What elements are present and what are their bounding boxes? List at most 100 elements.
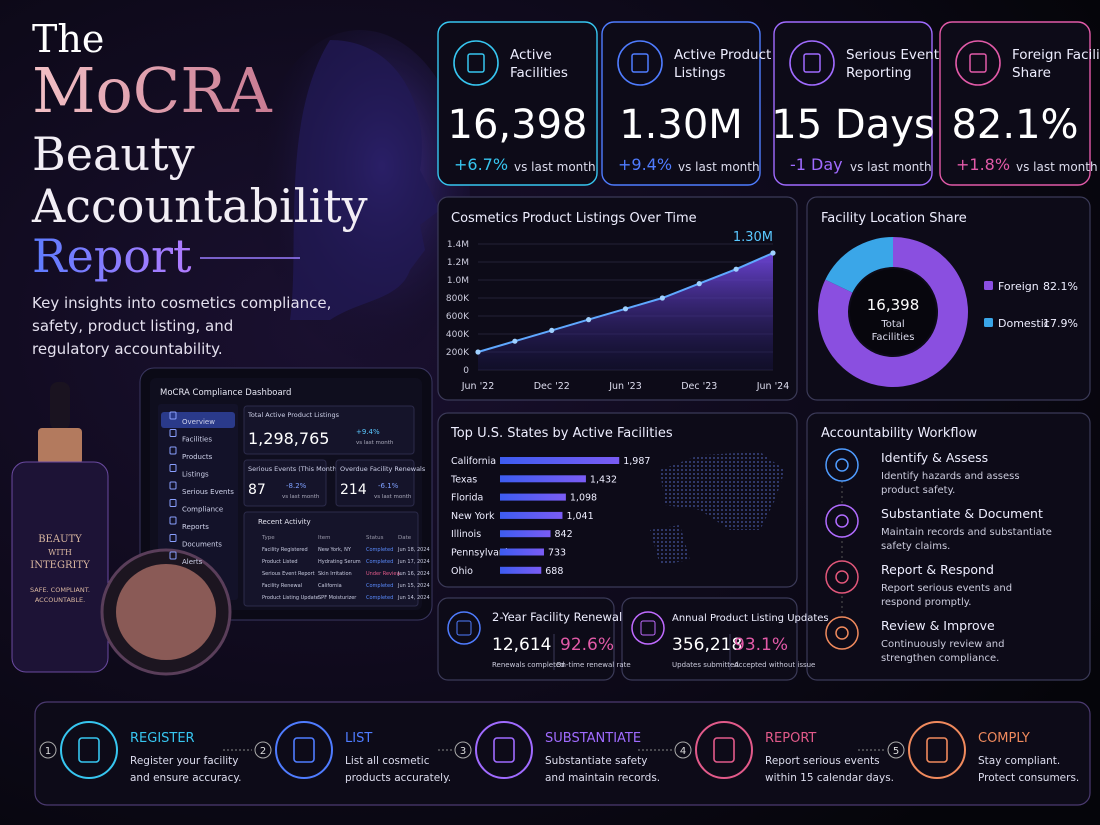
activity-cell: Skin Irritation [318,571,352,577]
line-point [512,338,518,344]
portrait [290,40,440,320]
activity-cell: California [318,583,342,589]
line-area [478,253,773,370]
card-panel [437,597,615,681]
activity-cell: Hydrating Serum [318,559,361,565]
kpi-label: Share [1012,65,1051,81]
kpi-note: vs last month [514,160,596,174]
kpi-card [773,21,933,186]
step-title: REGISTER [130,731,195,746]
legend-swatch [984,281,993,290]
step-number: 1 [45,746,51,757]
step-number-circle [674,741,692,759]
kpi-label: Serious Event [846,47,939,63]
activity-cell: Product Listing Update [262,595,319,601]
card-rate: 92.6% [560,635,614,655]
card-icon-glyph [456,620,472,636]
kpi-value: 16,398 [448,102,588,148]
metric-note: vs last month [356,440,394,446]
nav-active [161,412,235,428]
y-tick-label: 1.4M [447,240,469,250]
kpi-icon [789,40,835,86]
bar-label: Ohio [451,566,473,577]
subtitle-line: safety, product listing, and [32,317,233,335]
bar-label: New York [451,511,495,522]
activity-cell: Jun 16, 2024 [397,571,430,577]
step-desc: Substantiate safety [545,755,647,767]
line-point [770,250,776,256]
bar [500,548,544,556]
data-label: 1,987 [623,456,650,467]
nav-item: Alerts [182,558,203,566]
workflow-icon-glyph [835,570,849,584]
step-desc: Register your facility [130,755,239,767]
activity-cell: Facility Renewal [262,583,302,589]
kpi-value: 82.1% [951,102,1078,148]
workflow-icon [825,560,859,594]
nav-icon [169,446,177,455]
bottle-text: INTEGRITY [30,560,90,571]
activity-card [243,511,419,607]
workflow-item-desc: respond promptly. [881,597,971,608]
metric-card [243,459,327,507]
bottle [11,461,109,673]
kpi-icon [617,40,663,86]
x-tick-label: Dec '22 [534,381,570,392]
step-icon-glyph [713,737,735,763]
kpi-label: Foreign Facility [1012,47,1100,63]
nav-item: Listings [182,471,209,479]
step-number-circle [454,741,472,759]
step-number-circle [887,741,905,759]
subtitle-line: regulatory accountability. [32,340,223,358]
data-label: 733 [548,548,566,559]
data-label: 1,432 [590,474,617,485]
legend-value: 82.1% [1043,280,1078,293]
bar-label: Texas [450,474,477,485]
step-number: 4 [680,746,686,757]
metric-value: 1,298,765 [248,429,329,448]
workflow-icon-glyph [835,458,849,472]
kpi-label: Active Product [674,47,771,63]
kpi-note: vs last month [1016,160,1098,174]
activity-column: Item [318,535,331,541]
activity-column: Status [366,535,384,541]
bottle-collar [38,428,82,464]
metric-note: vs last month [282,494,320,500]
metric-note: vs last month [374,494,412,500]
bar [500,475,586,483]
step-number: 2 [260,746,266,757]
us-map [650,452,785,565]
kpi-label: Reporting [846,65,912,81]
bar-label: Florida [451,493,483,504]
nav-item: Serious Events [182,488,234,496]
y-tick-label: 0 [463,366,469,376]
subtitle-line: Key insights into cosmetics compliance, [32,294,331,312]
nav-item: Facilities [182,436,212,444]
step-number-circle [39,741,57,759]
kpi-change: -1 Day [790,155,843,174]
title-line: MoCRA [32,54,273,127]
bar-label: California [451,456,496,467]
kpi-icon-glyph [969,53,987,73]
step-title: SUBSTANTIATE [545,731,641,746]
kpi-value: 1.30M [619,102,743,148]
bar-label: Pennsylvania [451,548,513,559]
x-tick-label: Dec '23 [681,381,717,392]
card-title: 2-Year Facility Renewal [492,610,622,624]
activity-cell: Completed [366,559,393,565]
chart-title: Facility Location Share [821,211,967,226]
step-desc: List all cosmetic [345,755,430,767]
kpi-card [601,21,761,186]
chart-title: Top U.S. States by Active Facilities [450,426,673,441]
metric-label: Serious Events (This Month) [248,465,339,473]
nav-item: Products [182,453,213,461]
kpi-icon [453,40,499,86]
step-icon [695,721,753,779]
compact-powder [116,564,216,660]
step-number: 3 [460,746,466,757]
dropper [50,382,70,430]
data-label: 842 [555,529,573,540]
card-value: 12,614 [492,635,551,655]
donut-center-value: 16,398 [867,296,920,314]
data-label: 1,041 [566,511,593,522]
